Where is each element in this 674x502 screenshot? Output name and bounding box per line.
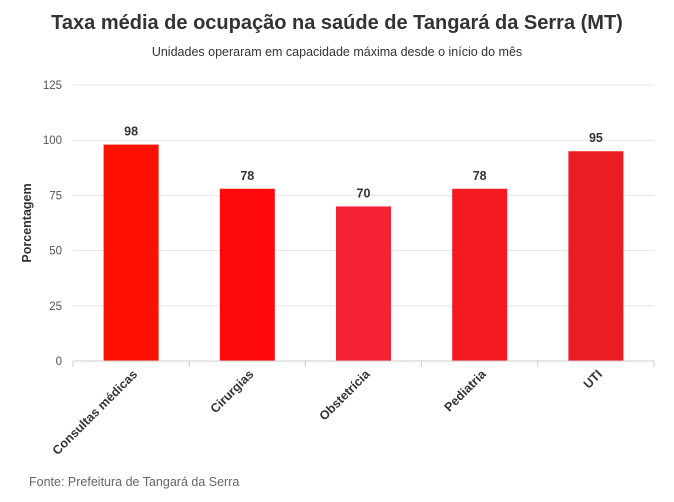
bar-obstetr-cia (336, 206, 391, 361)
y-tick-label: 25 (49, 301, 62, 313)
bars: 98 78 70 78 95 (103, 125, 624, 361)
bar-pediatria (452, 188, 508, 361)
x-tick-label: Consultas médicas (50, 367, 140, 457)
y-tick-label: 0 (56, 356, 62, 368)
chart-subtitle: Unidades operaram em capacidade máxima d… (152, 45, 522, 59)
x-axis-ticks: Consultas médicas Cirurgias Obstetrícia Ped… (50, 361, 655, 458)
y-tick-label: 75 (49, 190, 62, 202)
y-tick-label: 50 (49, 246, 62, 258)
x-tick-label: Cirurgias (208, 367, 257, 416)
data-label: 78 (240, 169, 254, 183)
y-tick-label: 125 (43, 80, 62, 92)
bar-consultas-m-dicas (103, 144, 159, 361)
gridlines (73, 84, 654, 307)
data-label: 98 (124, 125, 138, 139)
x-tick-label: Pediatria (442, 366, 490, 414)
data-label: 70 (357, 186, 371, 200)
bar-uti (568, 151, 624, 361)
data-label: 78 (473, 169, 487, 183)
y-tick-label: 100 (43, 135, 62, 147)
x-tick-label: Obstetrícia (317, 366, 374, 423)
y-axis-label: Porcentagem (20, 183, 34, 262)
data-label: 95 (589, 131, 603, 145)
source-note: Fonte: Prefeitura de Tangará da Serra (29, 475, 239, 489)
chart-title: Taxa média de ocupação na saúde de Tanga… (51, 12, 623, 34)
y-axis-ticks: 0 25 50 75 100 125 (43, 80, 62, 368)
x-tick-label: UTI (581, 367, 605, 391)
bar-cirurgias (219, 188, 275, 361)
